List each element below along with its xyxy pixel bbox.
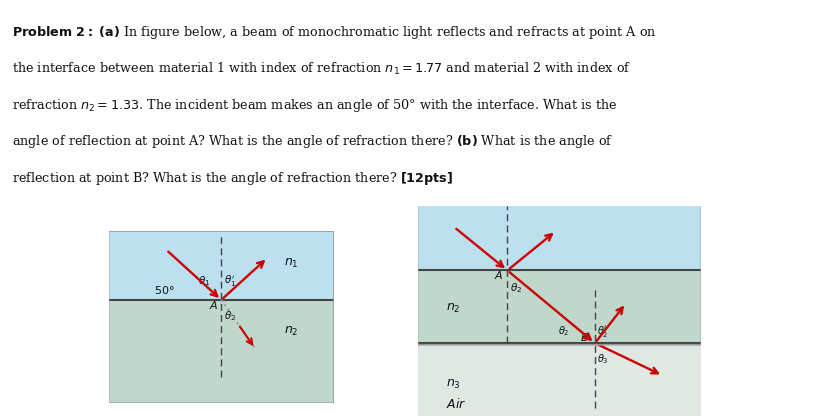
Text: $\theta_3$: $\theta_3$ xyxy=(597,352,609,366)
Text: $A$: $A$ xyxy=(209,299,218,311)
Text: $n_1$: $n_1$ xyxy=(285,257,299,270)
Bar xyxy=(418,270,701,343)
Text: $n_2$: $n_2$ xyxy=(446,302,460,315)
Text: $B$: $B$ xyxy=(579,331,589,343)
Text: $A$: $A$ xyxy=(494,269,504,281)
Text: the interface between material 1 with index of refraction $n_1 = 1.77$ and mater: the interface between material 1 with in… xyxy=(13,60,631,76)
Text: reflection at point B? What is the angle of refraction there? $\bf{[12pts]}$: reflection at point B? What is the angle… xyxy=(13,170,453,187)
Bar xyxy=(418,206,701,270)
Text: angle of reflection at point A? What is the angle of refraction there? $\bf{(b)}: angle of reflection at point A? What is … xyxy=(13,134,614,150)
Text: $\theta_2$: $\theta_2$ xyxy=(509,281,522,295)
Bar xyxy=(109,300,334,403)
Text: refraction $n_2 = 1.33$. The incident beam makes an angle of 50° with the interf: refraction $n_2 = 1.33$. The incident be… xyxy=(13,97,618,114)
Bar xyxy=(418,343,701,416)
Text: $\theta_1$: $\theta_1$ xyxy=(198,274,210,288)
Text: $\theta_1'$: $\theta_1'$ xyxy=(224,274,236,289)
Text: $Air$: $Air$ xyxy=(446,397,467,411)
Text: $n_2$: $n_2$ xyxy=(285,326,299,339)
Text: $\theta_2'$: $\theta_2'$ xyxy=(597,324,609,339)
Bar xyxy=(109,231,334,300)
Text: $\theta_2$: $\theta_2$ xyxy=(224,309,236,323)
Text: $\theta_2$: $\theta_2$ xyxy=(559,324,569,338)
Text: $\bf{Problem\ 2:}$ $\bf{(a)}$ In figure below, a beam of monochromatic light ref: $\bf{Problem\ 2:}$ $\bf{(a)}$ In figure … xyxy=(13,24,657,41)
Text: $n_3$: $n_3$ xyxy=(446,378,461,391)
Text: $50°$: $50°$ xyxy=(154,284,175,296)
